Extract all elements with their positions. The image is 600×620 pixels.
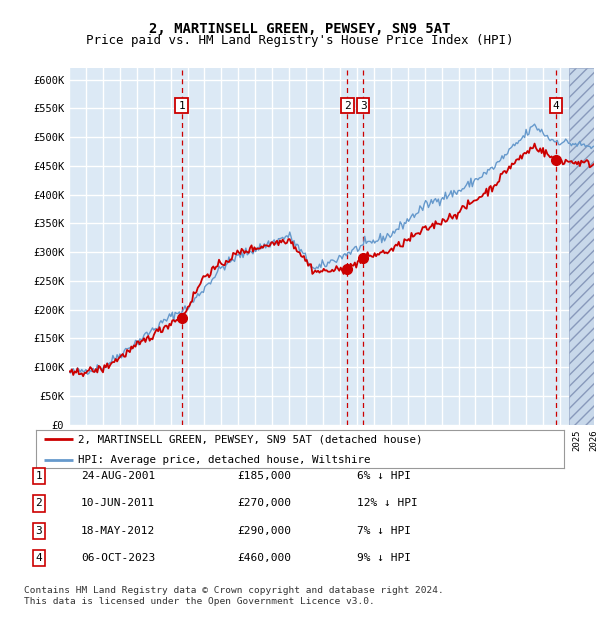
Text: 7% ↓ HPI: 7% ↓ HPI xyxy=(357,526,411,536)
Text: 3: 3 xyxy=(360,100,367,110)
Text: 18-MAY-2012: 18-MAY-2012 xyxy=(81,526,155,536)
Text: 2, MARTINSELL GREEN, PEWSEY, SN9 5AT (detached house): 2, MARTINSELL GREEN, PEWSEY, SN9 5AT (de… xyxy=(78,434,423,445)
Text: Contains HM Land Registry data © Crown copyright and database right 2024.: Contains HM Land Registry data © Crown c… xyxy=(24,586,444,595)
Text: 2: 2 xyxy=(35,498,43,508)
Text: 06-OCT-2023: 06-OCT-2023 xyxy=(81,553,155,563)
Text: 12% ↓ HPI: 12% ↓ HPI xyxy=(357,498,418,508)
Text: 10-JUN-2011: 10-JUN-2011 xyxy=(81,498,155,508)
Text: Price paid vs. HM Land Registry's House Price Index (HPI): Price paid vs. HM Land Registry's House … xyxy=(86,34,514,47)
Text: £460,000: £460,000 xyxy=(237,553,291,563)
Text: 9% ↓ HPI: 9% ↓ HPI xyxy=(357,553,411,563)
Bar xyxy=(569,68,594,425)
Text: 2, MARTINSELL GREEN, PEWSEY, SN9 5AT: 2, MARTINSELL GREEN, PEWSEY, SN9 5AT xyxy=(149,22,451,36)
Text: 3: 3 xyxy=(35,526,43,536)
Text: £270,000: £270,000 xyxy=(237,498,291,508)
Text: 4: 4 xyxy=(35,553,43,563)
Text: 1: 1 xyxy=(178,100,185,110)
Text: 4: 4 xyxy=(553,100,559,110)
Text: £185,000: £185,000 xyxy=(237,471,291,481)
Text: 1: 1 xyxy=(35,471,43,481)
Text: 6% ↓ HPI: 6% ↓ HPI xyxy=(357,471,411,481)
Text: This data is licensed under the Open Government Licence v3.0.: This data is licensed under the Open Gov… xyxy=(24,597,375,606)
Text: 24-AUG-2001: 24-AUG-2001 xyxy=(81,471,155,481)
Text: £290,000: £290,000 xyxy=(237,526,291,536)
Text: 2: 2 xyxy=(344,100,351,110)
Text: HPI: Average price, detached house, Wiltshire: HPI: Average price, detached house, Wilt… xyxy=(78,454,371,464)
